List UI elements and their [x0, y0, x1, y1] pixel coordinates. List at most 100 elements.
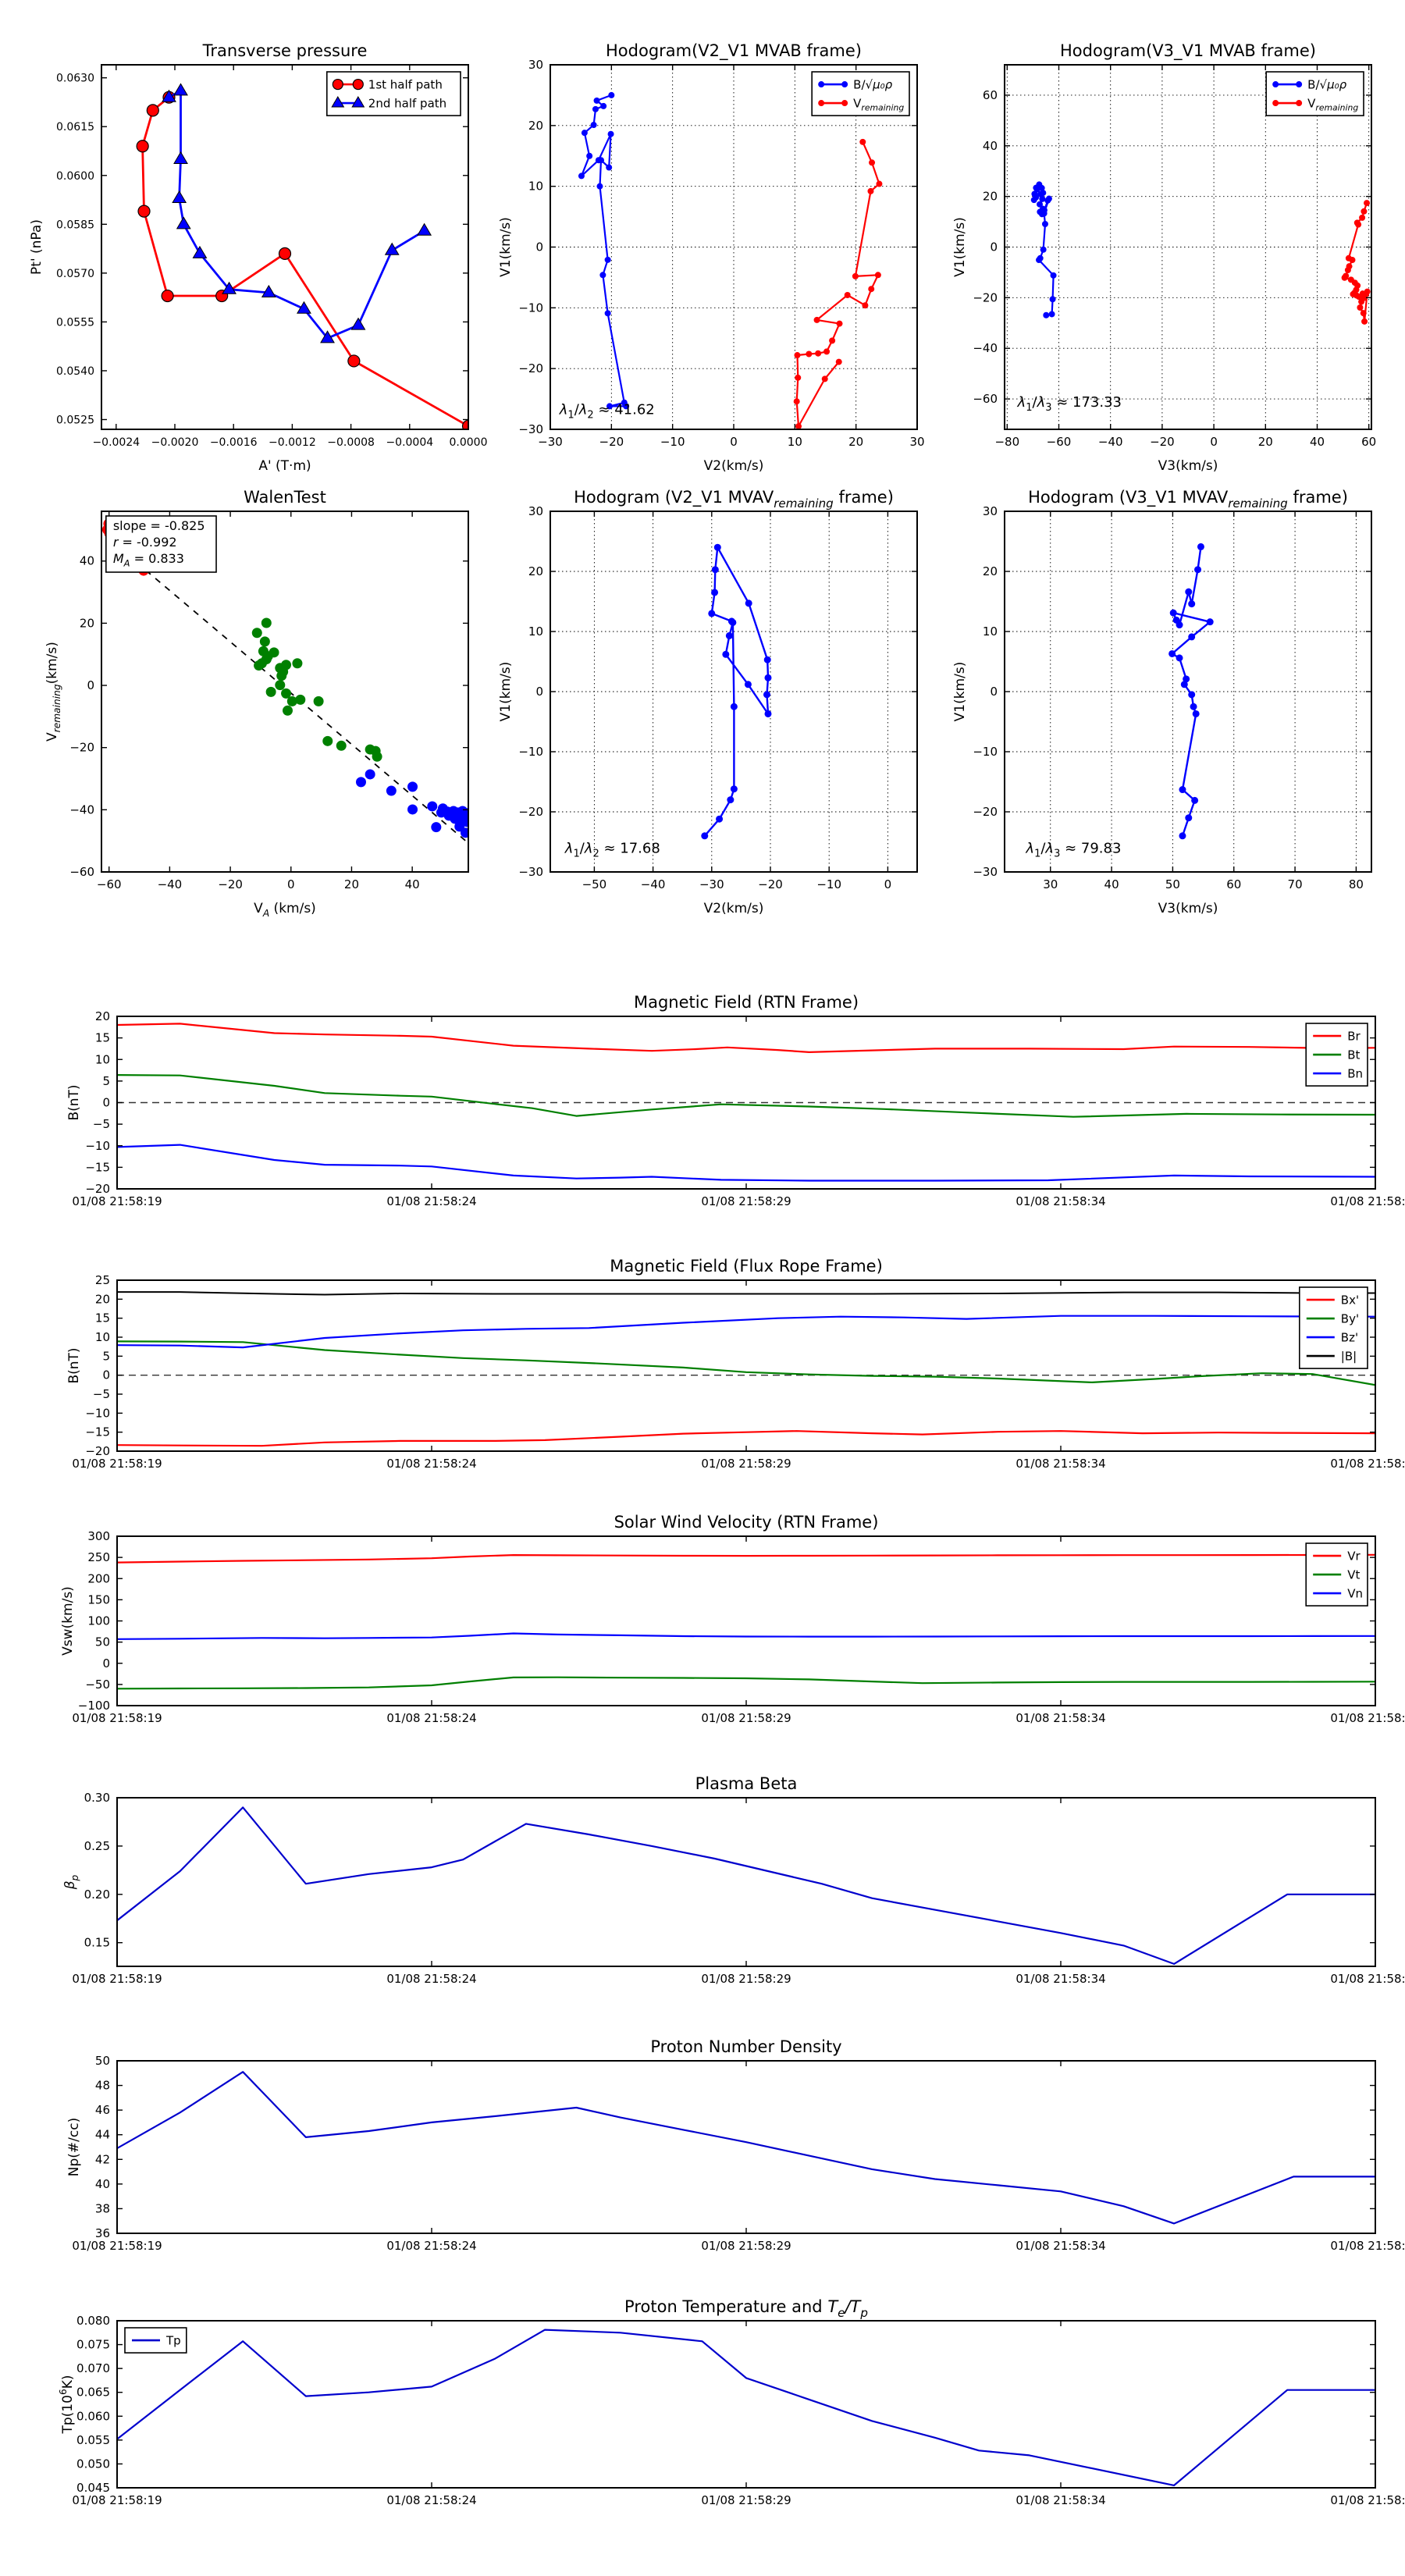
- y-tick-label: −10: [85, 1406, 110, 1420]
- y-tick-label: 100: [87, 1614, 110, 1628]
- x-tick-label: −10: [660, 435, 685, 449]
- x-tick-label: 01/08 21:58:24: [386, 1457, 476, 1471]
- x-tick-label: 01/08 21:58:29: [701, 1711, 791, 1725]
- legend-label: Bt: [1347, 1048, 1360, 1062]
- chart-title: Hodogram(V3_V1 MVAB frame): [1060, 41, 1316, 61]
- axes-frame: [101, 64, 469, 430]
- x-tick-label: 01/08 21:58:34: [1016, 1194, 1105, 1208]
- y-tick-label: −5: [93, 1387, 110, 1401]
- y-tick-label: 0.055: [76, 2433, 110, 2447]
- x-tick-label: 01/08 21:58:19: [72, 1711, 162, 1725]
- x-tick-label: 01/08 21:58:19: [72, 2493, 162, 2507]
- series-beta-p: [117, 1806, 1375, 1965]
- y-axis-label: βp: [62, 1874, 80, 1890]
- y-tick-label: 20: [95, 1292, 110, 1306]
- legend-label: Vr: [1347, 1549, 1361, 1563]
- x-tick-label: 01/08 21:58:24: [386, 2239, 476, 2253]
- y-tick-label: 10: [95, 1052, 110, 1066]
- chart-title: Plasma Beta: [695, 1774, 798, 1793]
- chart-title: Proton Number Density: [650, 2037, 841, 2056]
- y-tick-label: 38: [95, 2201, 110, 2215]
- y-tick-label: 0.15: [84, 1936, 110, 1950]
- legend: Tp: [124, 2327, 187, 2354]
- y-axis-label: V1(km/s): [498, 217, 514, 277]
- x-tick-label: 01/08 21:58:24: [386, 1711, 476, 1725]
- x-tick-label: 20: [1258, 435, 1273, 449]
- x-tick-label: −60: [1047, 435, 1072, 449]
- y-tick-label: −20: [973, 805, 998, 819]
- y-tick-label: 20: [95, 1009, 110, 1023]
- stats-line: MA = 0.833: [113, 551, 184, 568]
- y-tick-label: 0: [87, 678, 94, 692]
- legend-label: Br: [1347, 1029, 1361, 1043]
- chart-title: Solar Wind Velocity (RTN Frame): [614, 1513, 879, 1532]
- x-tick-label: 01/08 21:58:19: [72, 1972, 162, 1986]
- chart-title: Hodogram (V3_V1 MVAVremaining frame): [1028, 488, 1348, 511]
- x-tick-label: −80: [994, 435, 1019, 449]
- chart-title: Proton Temperature and Te/Tp: [624, 2297, 868, 2320]
- y-axis-label: Tp(106K): [58, 2375, 76, 2435]
- legend: Vr Vt Vn: [1305, 1542, 1368, 1606]
- y-tick-label: 5: [102, 1074, 110, 1088]
- y-tick-label: 0.045: [76, 2481, 110, 2495]
- series-1st-half-path: [136, 91, 468, 429]
- y-tick-label: 150: [87, 1592, 110, 1606]
- y-tick-label: −5: [93, 1117, 110, 1131]
- x-tick-label: −40: [641, 877, 666, 891]
- y-tick-label: 0.080: [76, 2314, 110, 2328]
- legend-label: 2nd half path: [368, 96, 446, 110]
- legend-label: B/√μ₀ρ: [1307, 77, 1346, 91]
- y-tick-label: −20: [85, 1444, 110, 1458]
- series-V-remaining-hodogram: [793, 138, 883, 429]
- chart-hodogram-v2v1-mvab: −30 −20 −10 0 10 20 30 −30 −20 −10 0 10 20 30 Hodogram…: [498, 41, 925, 474]
- y-tick-label: 30: [528, 58, 543, 72]
- y-tick-label: 0: [102, 1368, 110, 1382]
- chart-title: Magnetic Field (RTN Frame): [634, 993, 859, 1012]
- x-axis-label: V2(km/s): [704, 458, 764, 474]
- x-tick-label: 01/08 21:58:24: [386, 1194, 476, 1208]
- y-tick-label: 300: [87, 1529, 110, 1543]
- y-tick-label: 46: [95, 2103, 110, 2117]
- y-tick-label: 0: [102, 1096, 110, 1110]
- y-tick-label: −100: [78, 1699, 110, 1713]
- x-tick-label: 0: [884, 877, 892, 891]
- y-tick-label: −20: [973, 290, 998, 304]
- y-tick-label: −30: [518, 865, 543, 879]
- y-tick-label: 0.0555: [56, 316, 94, 329]
- series-V-remaining-hodogram: [1341, 200, 1371, 325]
- legend-label: Bz': [1341, 1330, 1358, 1344]
- y-tick-label: 5: [102, 1349, 110, 1363]
- series-Vr: [117, 1553, 1375, 1564]
- y-tick-label: 0.0630: [56, 73, 94, 85]
- chart-plasma-beta: 01/08 21:58:19 01/08 21:58:24 01/08 21:58:…: [62, 1774, 1405, 1986]
- series-B-hodogram: [1030, 181, 1057, 318]
- lambda-annotation: λ1/λ3 ≈ 173.33: [1017, 394, 1122, 414]
- x-tick-label: 70: [1288, 877, 1303, 891]
- x-tick-label: −50: [582, 877, 607, 891]
- x-tick-label: 40: [405, 877, 420, 891]
- x-tick-label: 0.0000: [450, 436, 488, 449]
- axes-frame: [101, 511, 469, 873]
- y-tick-label: 0.20: [84, 1888, 110, 1902]
- y-tick-label: 0.050: [76, 2457, 110, 2471]
- legend: 1st half path 2nd half path: [325, 71, 461, 116]
- legend-label: Vremaining: [853, 96, 904, 112]
- y-axis-label: V1(km/s): [498, 662, 514, 722]
- y-axis-label: B(nT): [66, 1347, 82, 1383]
- chart-hodogram-v2v1-mvav: −50 −40 −30 −20 −10 0 −30 −20 −10 0 10 20 30 Hodogram…: [498, 488, 918, 916]
- y-axis-label: Pt' (nPa): [29, 219, 44, 275]
- legend-label: Vt: [1347, 1567, 1360, 1582]
- chart-hodogram-v3v1-mvav: 30 40 50 60 70 80 −30 −20 −10 0 10 20 30 Hodogram (V3…: [952, 488, 1372, 916]
- y-tick-label: −50: [85, 1678, 110, 1692]
- series-Tp: [117, 2329, 1375, 2486]
- x-tick-label: −10: [816, 877, 841, 891]
- x-tick-label: 01/08 21:58:19: [72, 1457, 162, 1471]
- x-tick-label: 0: [730, 435, 738, 449]
- series-Np: [117, 2071, 1375, 2225]
- x-tick-label: 60: [1226, 877, 1241, 891]
- y-tick-label: 50: [95, 2054, 110, 2068]
- y-tick-label: −40: [973, 341, 998, 355]
- x-tick-label: 01/08 21:58:39: [1330, 1457, 1405, 1471]
